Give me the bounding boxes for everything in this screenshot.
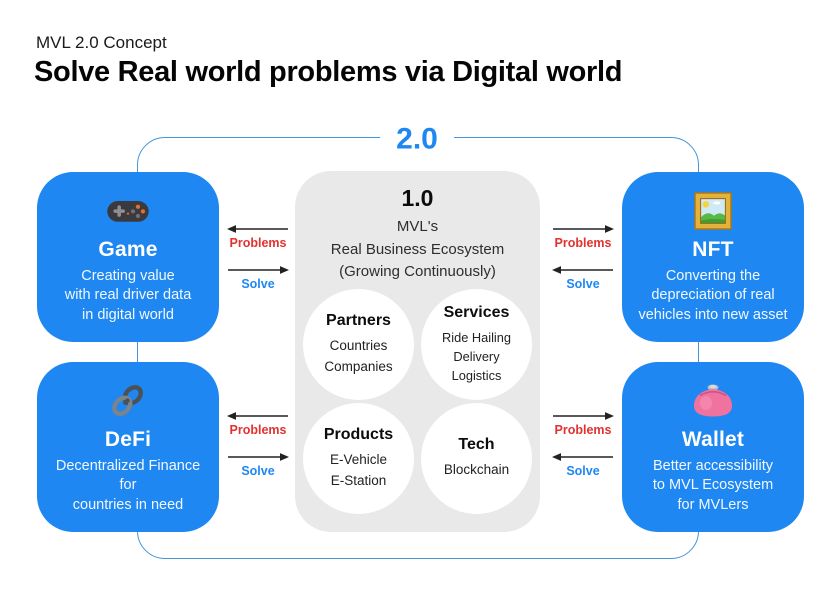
problems-arrow-icon xyxy=(553,412,614,420)
arrow-group-right-bottom: Problems Solve xyxy=(551,411,615,493)
arrow-group-left-bottom: Problems Solve xyxy=(226,411,290,493)
node-desc-line: with real driver data xyxy=(64,287,192,304)
node-description: Converting the depreciation of real vehi… xyxy=(638,267,787,325)
ecosystem-subtitle-line: (Growing Continuously) xyxy=(339,263,496,280)
node-desc-line: depreciation of real xyxy=(651,287,775,304)
chain-link-icon xyxy=(107,381,149,421)
node-title: Game xyxy=(98,238,158,261)
solve-label: Solve xyxy=(241,464,275,478)
circle-item: Blockchain xyxy=(443,462,510,478)
node-title: NFT xyxy=(692,238,734,261)
arrow-group-left-top: Problems Solve xyxy=(226,224,290,306)
circle-item: E-Vehicle xyxy=(329,452,388,468)
node-desc-line: Decentralized Finance xyxy=(55,458,201,474)
solve-arrow-icon xyxy=(228,266,289,274)
circle-item: Ride Hailing xyxy=(442,329,511,345)
node-desc-line: for xyxy=(119,477,137,494)
problems-arrow-icon xyxy=(227,412,288,420)
node-desc-line: Better accessibility xyxy=(652,458,774,474)
node-desc-line: in digital world xyxy=(82,306,174,323)
node-description: Decentralized Finance for countries in n… xyxy=(56,457,200,515)
circle-products: Products E-Vehicle E-Station xyxy=(303,403,414,514)
node-title: DeFi xyxy=(104,428,152,451)
diagram-eyebrow: MVL 2.0 Concept xyxy=(36,33,167,52)
circle-item: E-Station xyxy=(330,472,387,488)
circle-title: Products xyxy=(323,426,394,444)
circle-items: E-Vehicle E-Station xyxy=(330,450,387,491)
node-desc-line: Creating value xyxy=(81,268,175,284)
circle-partners: Partners Countries Companies xyxy=(303,289,414,400)
node-description: Creating value with real driver data in … xyxy=(65,267,192,325)
purse-icon xyxy=(691,381,735,421)
problems-arrow-icon xyxy=(227,225,288,233)
ecosystem-box: 1.0 MVL's Real Business Ecosystem (Growi… xyxy=(295,171,540,532)
circle-title: Tech xyxy=(458,436,495,454)
solve-arrow-icon xyxy=(552,453,613,461)
solve-arrow-icon xyxy=(228,453,289,461)
node-wallet: Wallet Better accessibility to MVL Ecosy… xyxy=(622,362,804,532)
solve-label: Solve xyxy=(566,277,600,291)
circle-items: Blockchain xyxy=(444,460,509,480)
node-desc-line: to MVL Ecosystem xyxy=(652,477,774,494)
solve-label: Solve xyxy=(566,464,600,478)
node-desc-line: for MVLers xyxy=(677,496,749,513)
node-defi: DeFi Decentralized Finance for countries… xyxy=(37,362,219,532)
circle-tech: Tech Blockchain xyxy=(421,403,532,514)
circle-item: Companies xyxy=(324,358,393,374)
circle-item: Delivery xyxy=(453,348,500,364)
node-desc-line: vehicles into new asset xyxy=(638,306,788,323)
circle-items: Ride Hailing Delivery Logistics xyxy=(442,328,511,386)
gamepad-icon xyxy=(105,191,151,231)
solve-label: Solve xyxy=(241,277,275,291)
problems-label: Problems xyxy=(554,236,612,250)
node-description: Better accessibility to MVL Ecosystem fo… xyxy=(653,457,773,515)
solve-arrow-icon xyxy=(552,266,613,274)
circle-services: Services Ride Hailing Delivery Logistics xyxy=(421,289,532,400)
problems-arrow-icon xyxy=(553,225,614,233)
page-title: Solve Real world problems via Digital wo… xyxy=(34,56,623,88)
v2-version-label: 2.0 xyxy=(380,122,454,156)
arrow-group-right-top: Problems Solve xyxy=(551,224,615,306)
circle-items: Countries Companies xyxy=(324,336,392,377)
framed-picture-icon xyxy=(694,191,732,231)
problems-label: Problems xyxy=(229,236,287,250)
circle-item: Logistics xyxy=(451,368,502,384)
node-game: Game Creating value with real driver dat… xyxy=(37,172,219,342)
circle-item: Countries xyxy=(329,338,388,354)
node-nft: NFT Converting the depreciation of real … xyxy=(622,172,804,342)
node-title: Wallet xyxy=(681,428,745,451)
problems-label: Problems xyxy=(554,423,612,437)
ecosystem-subtitle: MVL's Real Business Ecosystem (Growing C… xyxy=(295,216,540,284)
circle-title: Services xyxy=(443,303,510,321)
ecosystem-subtitle-line: Real Business Ecosystem xyxy=(330,240,505,258)
ecosystem-subtitle-line: MVL's xyxy=(396,218,439,235)
circle-title: Partners xyxy=(326,312,391,330)
problems-label: Problems xyxy=(229,423,287,437)
node-desc-line: Converting the xyxy=(665,268,761,284)
ecosystem-version: 1.0 xyxy=(401,185,434,211)
node-desc-line: countries in need xyxy=(72,496,184,513)
